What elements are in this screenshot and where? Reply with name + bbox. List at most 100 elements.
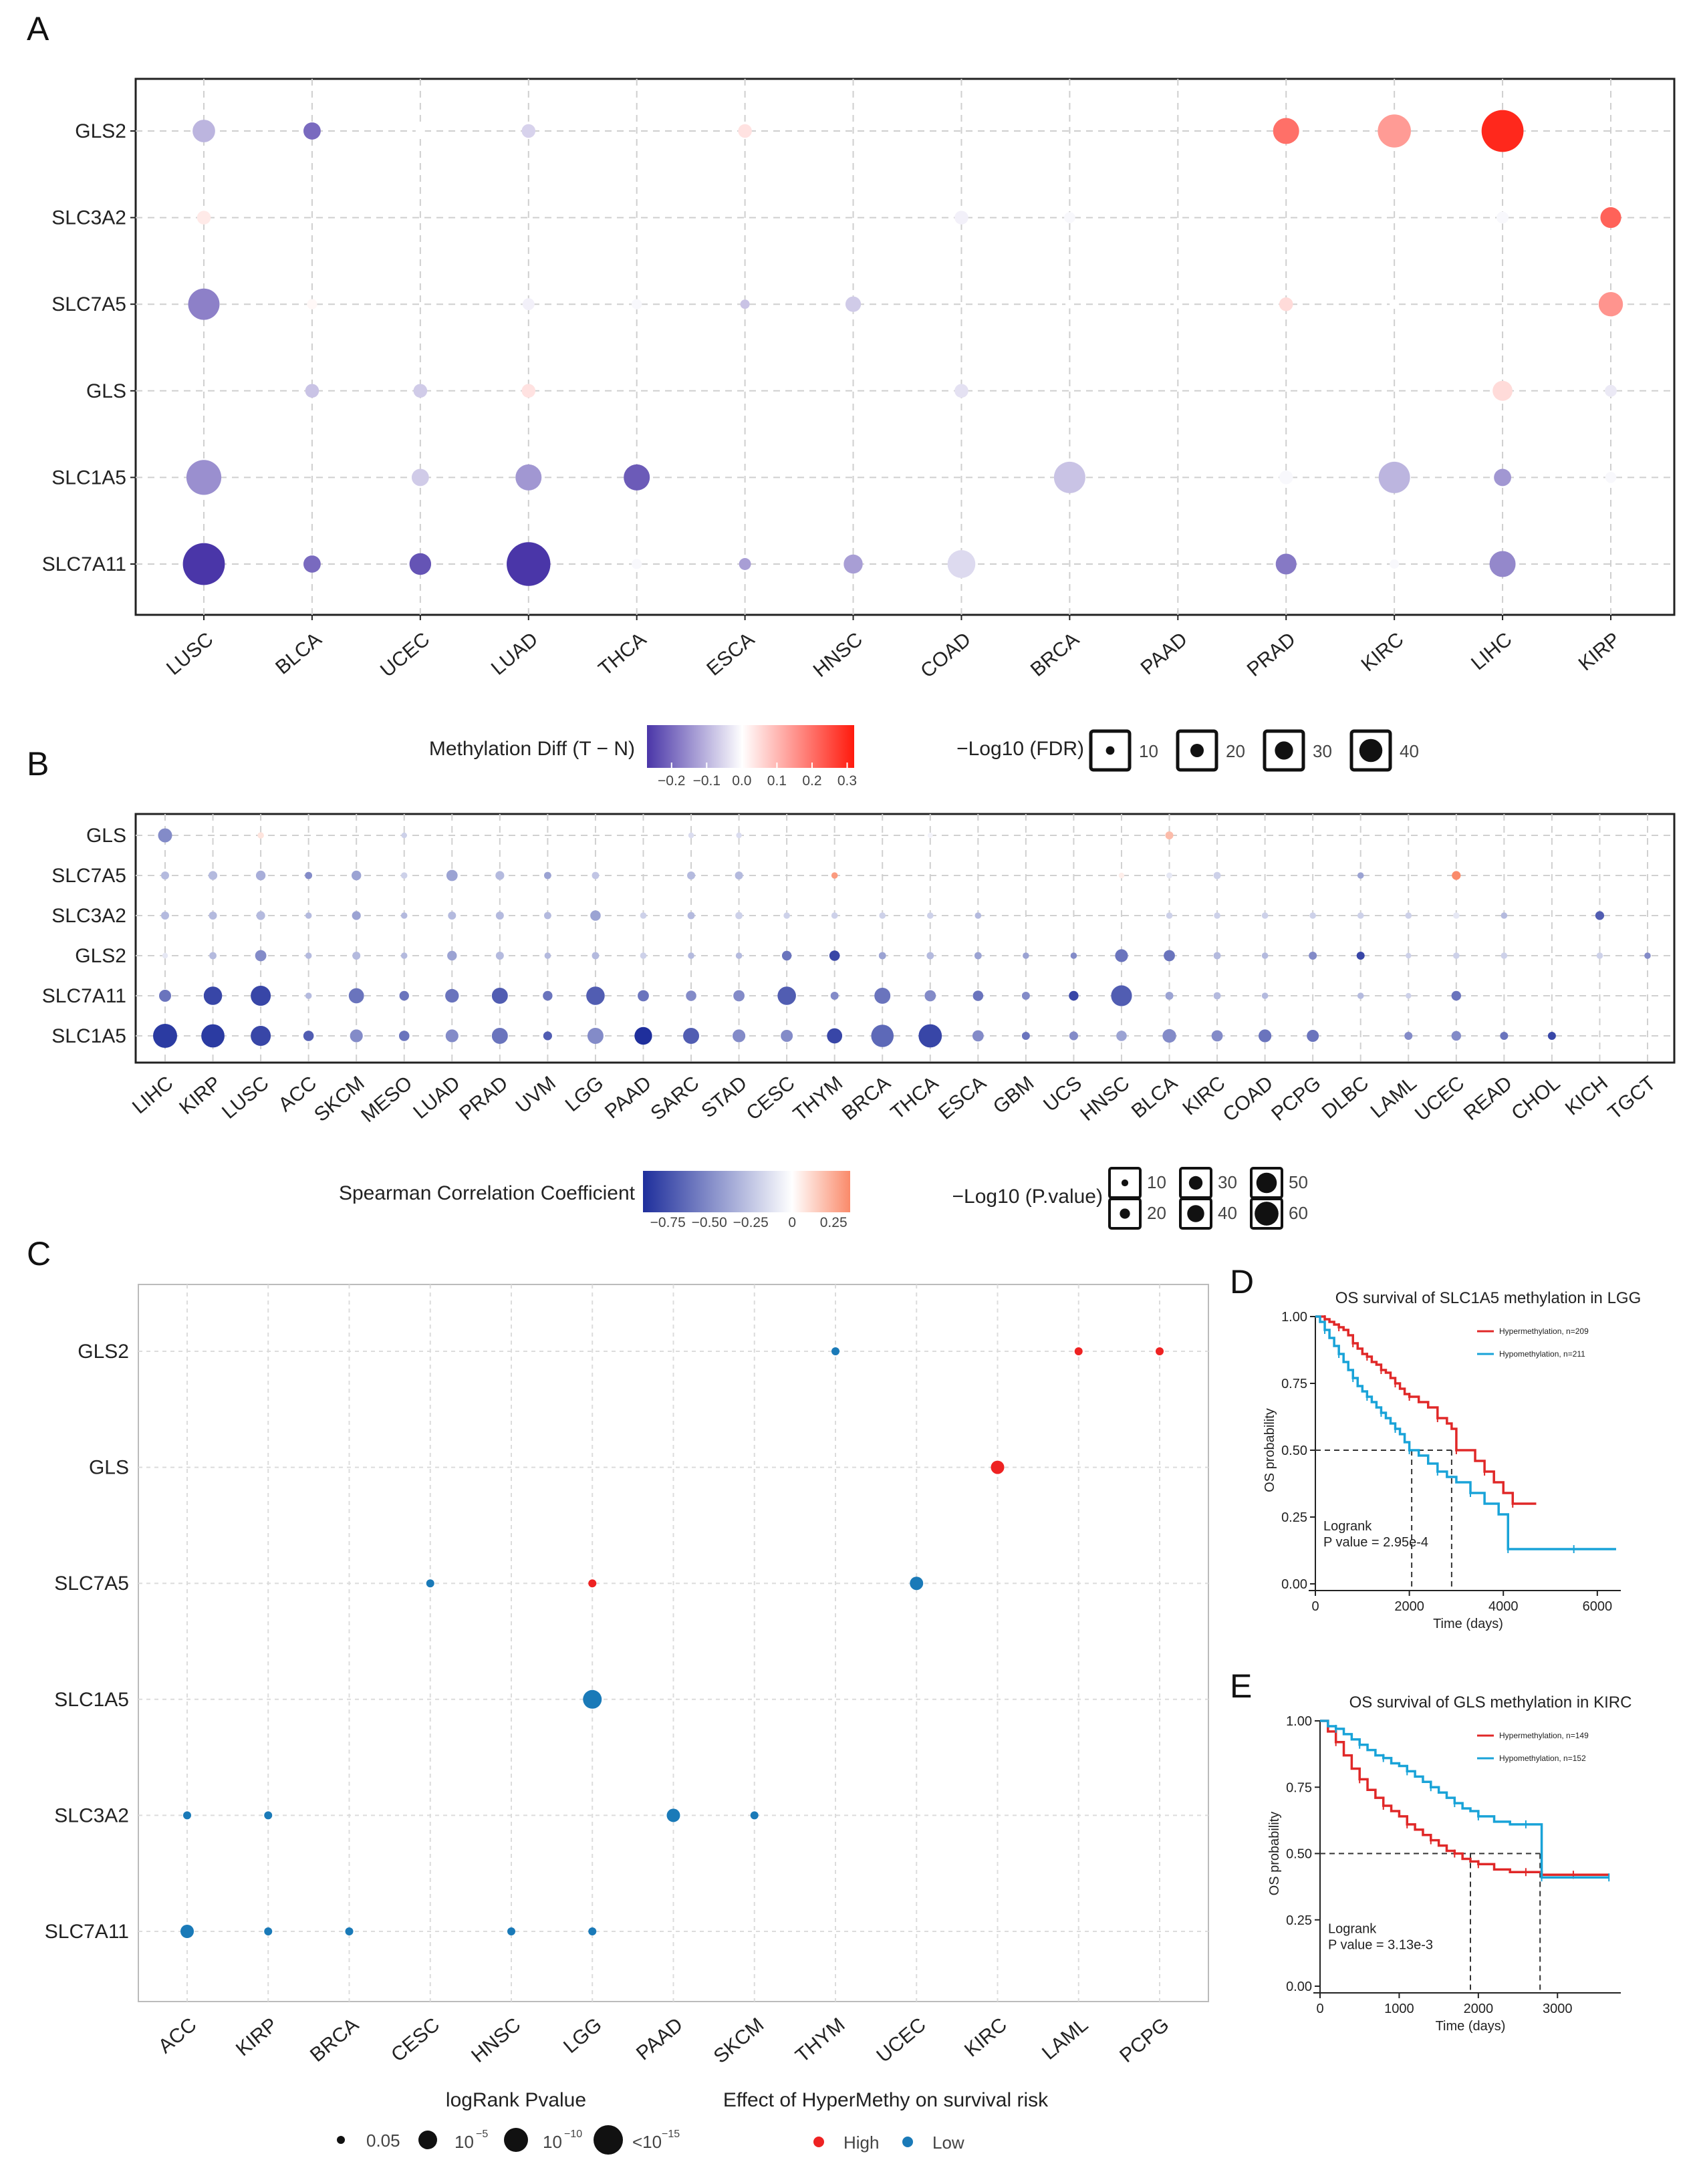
panel-a-cancer-label: PRAD [1243, 628, 1300, 681]
panel-e-logrank-label: Logrank [1328, 1922, 1377, 1937]
panel-label-c: C [27, 1235, 51, 1272]
panel-c-cancer-label: LAML [1038, 2014, 1092, 2064]
panel-a-point [1489, 551, 1516, 577]
panel-e-curve [1320, 1720, 1609, 1879]
panel-b-cancer-label: UCEC [1411, 1072, 1468, 1125]
panel-c-cancer-label: CESC [387, 2014, 444, 2066]
panel-d-ytick-label: 0.50 [1281, 1444, 1307, 1458]
panel-a-point [1053, 461, 1085, 493]
panel-b-point [255, 870, 266, 881]
panel-b-point [1023, 952, 1029, 959]
panel-a-cancer-label: PAAD [1137, 628, 1192, 679]
panel-c-size-key-dot [337, 2136, 345, 2144]
panel-b-point [871, 1025, 894, 1047]
panel-b-gene-label: GLS [86, 825, 126, 847]
panel-b-point [974, 952, 982, 960]
panel-b-point [1644, 952, 1651, 959]
panel-b-point [1500, 1032, 1509, 1040]
panel-c-point [750, 1811, 759, 1820]
panel-c-point [507, 1927, 515, 1935]
panel-b-point [401, 832, 407, 839]
panel-b-point [1357, 872, 1364, 879]
panel-a-size-key-label: 20 [1226, 741, 1245, 761]
panel-a-point [954, 384, 968, 398]
panel-b-size-key-label: 30 [1218, 1172, 1237, 1192]
panel-a-cancer-label: KIRC [1357, 628, 1408, 676]
panel-b-point [874, 988, 891, 1004]
panel-a-size-legend-title: −Log10 (FDR) [956, 738, 1084, 760]
panel-c-gene-label: SLC7A11 [45, 1921, 129, 1943]
panel-b-point [688, 952, 694, 959]
panel-c-cancer-label: PAAD [632, 2014, 687, 2064]
panel-a-size-key-dot [1105, 746, 1115, 755]
panel-a-point [632, 559, 642, 569]
panel-a-point [307, 299, 317, 309]
panel-a-point [415, 126, 425, 136]
panel-a-gene-label: GLS2 [75, 120, 126, 142]
panel-c-color-key-dot [902, 2137, 913, 2147]
panel-d-legend-label: Hypermethylation, n=209 [1499, 1327, 1589, 1336]
panel-a-cancer-label: LUAD [487, 628, 543, 680]
panel-label-b: B [27, 745, 49, 783]
panel-d-curve [1315, 1315, 1616, 1550]
panel-a-point [1173, 299, 1182, 309]
panel-b-point [251, 1026, 271, 1046]
panel-b-cancer-label: CHOL [1507, 1072, 1564, 1125]
panel-a-point [624, 464, 650, 491]
panel-b-cancer-label: HNSC [1076, 1072, 1134, 1125]
panel-b-point [688, 832, 694, 839]
panel-b-size-key-label: 20 [1147, 1203, 1166, 1223]
panel-b-point [777, 986, 796, 1005]
panel-b-point [1116, 1031, 1127, 1041]
panel-b-color-tick-label: 0 [788, 1215, 796, 1230]
panel-b-cancer-label: LGG [561, 1072, 608, 1116]
panel-a-cancer-label: THCA [594, 628, 650, 680]
panel-b-point [208, 871, 218, 880]
panel-a-point [954, 211, 968, 225]
panel-b-point [926, 952, 934, 960]
panel-c-size-key-exp: −15 [662, 2129, 680, 2140]
panel-a-size-key-label: 40 [1400, 741, 1419, 761]
panel-a-point [303, 555, 321, 573]
panel-c-size-key-exp: −10 [564, 2129, 582, 2140]
panel-b-point [543, 871, 551, 879]
panel-a-point [1065, 299, 1074, 309]
panel-b-size-key-dot [1187, 1205, 1204, 1222]
panel-c-size-legend-title: logRank Pvalue [446, 2089, 586, 2111]
panel-a-point [186, 460, 222, 495]
panel-b-point [1309, 952, 1317, 960]
panel-a-point [845, 296, 862, 312]
panel-b-point [1111, 985, 1132, 1006]
panel-b-point [926, 912, 934, 919]
panel-b-point [783, 912, 790, 919]
panel-b-cancer-label: UVM [512, 1072, 560, 1117]
panel-b-point [972, 1030, 984, 1042]
panel-a-point [1273, 118, 1299, 144]
panel-b-point [1166, 872, 1173, 879]
panel-a-cancer-label: LUSC [162, 628, 218, 680]
panel-b-point [445, 1029, 459, 1043]
panel-b-point [1406, 992, 1412, 999]
panel-a-point [303, 122, 321, 140]
panel-d-xtick-label: 6000 [1583, 1599, 1613, 1614]
panel-b-cancer-label: SARC [646, 1072, 703, 1125]
panel-e-ytick-label: 1.00 [1286, 1714, 1312, 1729]
panel-d-x-axis-label: Time (days) [1433, 1617, 1503, 1631]
panel-d-title: OS survival of SLC1A5 methylation in LGG [1335, 1289, 1642, 1307]
panel-c-point [180, 1925, 194, 1938]
panel-b-point [927, 833, 933, 838]
panel-c-size-key-dot [594, 2125, 623, 2155]
panel-a-color-tick-label: 0.3 [837, 773, 857, 789]
panel-b-gene-label: SLC7A5 [51, 865, 126, 887]
panel-c-cancer-label: THYM [791, 2014, 849, 2067]
panel-b-point [543, 912, 551, 920]
panel-e-x-axis-label: Time (days) [1436, 2019, 1506, 2034]
panel-a-gene-label: SLC7A5 [51, 293, 126, 315]
panel-b-cancer-label: THCA [886, 1072, 942, 1124]
panel-b-point [209, 952, 217, 960]
panel-b-point [1261, 952, 1269, 959]
panel-b-point [161, 871, 169, 879]
panel-a-point [1492, 380, 1513, 401]
panel-a-point [1390, 559, 1400, 569]
panel-b-point [830, 992, 839, 1000]
